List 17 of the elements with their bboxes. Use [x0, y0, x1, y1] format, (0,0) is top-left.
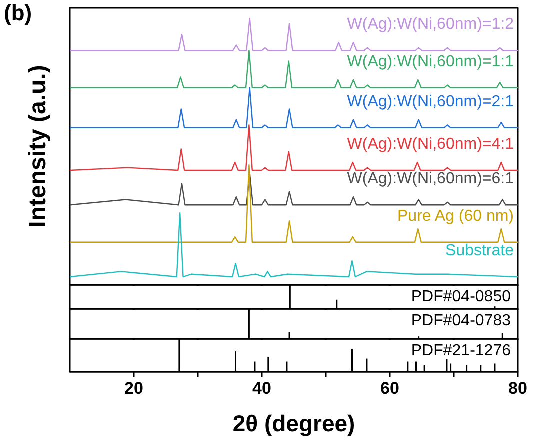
x-tick-label: 20	[124, 379, 144, 398]
chart-title: PDF#04-0850	[411, 288, 512, 306]
series-label: Pure Ag (60 nm)	[398, 208, 514, 225]
y-axis-title: Intensity (a.u.)	[24, 65, 52, 228]
chart-title: PDF#21-1276	[411, 342, 512, 360]
x-tick-label: 40	[252, 379, 272, 398]
series-label: W(Ag):W(Ni,60nm)=6:1	[347, 170, 514, 188]
series-label: W(Ag):W(Ni,60nm)=1:1	[347, 53, 514, 70]
series-label: W(Ag):W(Ni,60nm)=2:1	[347, 93, 514, 110]
chart-title: PDF#04-0783	[411, 312, 512, 330]
x-axis-title: 2θ (degree)	[232, 410, 356, 436]
series-label: Substrate	[446, 242, 514, 260]
text: (b)	[4, 0, 32, 26]
series-label: W(Ag):W(Ni,60nm)=1:2	[347, 16, 514, 34]
x-tick-label: 80	[508, 379, 528, 398]
x-tick-label: 60	[380, 379, 400, 398]
series-label: W(Ag):W(Ni,60nm)=4:1	[347, 136, 514, 153]
